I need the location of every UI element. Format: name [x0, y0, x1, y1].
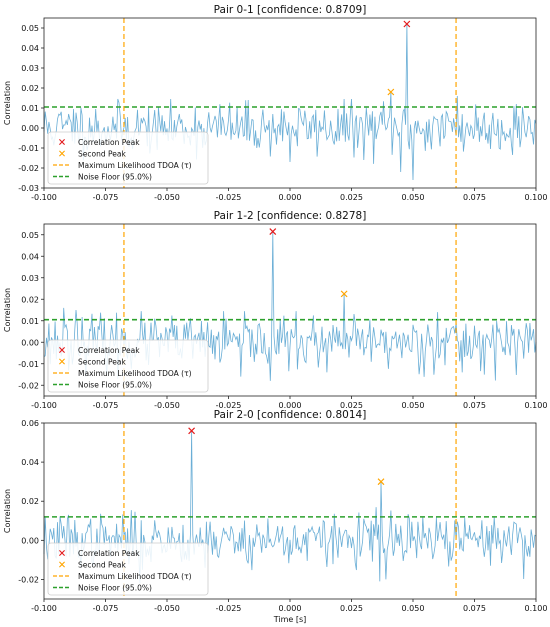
x-tick-label: -0.050	[154, 604, 180, 613]
legend-label: Noise Floor (95.0%)	[78, 381, 152, 390]
subplot-0: -0.100 -0.075 -0.050 -0.025 0.000 0.025 0.050 0…	[3, 4, 547, 202]
x-tick-label: 0.000	[279, 193, 302, 202]
legend-box	[47, 339, 209, 393]
legend-correlation-peak-marker	[59, 139, 65, 145]
x-tick-label: -0.100	[31, 193, 57, 202]
y-tick-label: 0.02	[21, 497, 39, 506]
y-tick-label: -0.01	[18, 360, 39, 369]
legend-label: Second Peak	[78, 150, 126, 159]
y-tick-label: -0.01	[18, 144, 39, 153]
legend: Correlation Peak Second Peak Maximum Likel…	[47, 339, 209, 393]
y-tick-label: 0.00	[21, 124, 39, 133]
legend-label: Noise Floor (95.0%)	[78, 173, 152, 182]
second-peak-marker	[377, 478, 385, 486]
chart-title: Pair 2-0 [confidence: 0.8014]	[214, 409, 367, 421]
second-peak-marker	[387, 88, 395, 96]
x-tick-label: 0.100	[525, 604, 548, 613]
legend-box	[47, 542, 209, 596]
x-tick-label: 0.075	[463, 193, 486, 202]
x-tick-label: -0.025	[216, 193, 242, 202]
legend-label: Correlation Peak	[78, 138, 140, 147]
legend-label: Maximum Likelihood TDOA (τ)	[78, 572, 192, 581]
legend-label: Second Peak	[78, 561, 126, 570]
x-tick-label: 0.000	[279, 401, 302, 410]
y-tick-label: -0.02	[18, 164, 39, 173]
chart-title: Pair 1-2 [confidence: 0.8278]	[214, 210, 367, 222]
y-tick-label: 0.06	[21, 419, 39, 428]
y-axis-label: Correlation	[3, 288, 12, 332]
second-peak-marker	[340, 290, 348, 298]
x-tick-label: -0.100	[31, 604, 57, 613]
legend-box	[47, 131, 209, 185]
y-tick-label: 0.05	[21, 24, 39, 33]
y-tick-label: 0.03	[21, 64, 39, 73]
correlation-peak-marker	[269, 228, 277, 235]
x-tick-label: -0.075	[93, 193, 119, 202]
x-tick-label: -0.075	[93, 604, 119, 613]
correlation-peak-marker	[188, 427, 196, 435]
x-tick-label: -0.100	[31, 401, 57, 410]
x-tick-label: 0.025	[340, 604, 363, 613]
x-tick-label: 0.100	[525, 401, 548, 410]
x-tick-label: 0.050	[402, 401, 425, 410]
y-tick-label: -0.02	[18, 381, 39, 390]
correlation-peak-marker	[403, 20, 411, 28]
y-tick-label: -0.02	[18, 575, 39, 584]
x-tick-label: -0.075	[93, 401, 119, 410]
x-tick-label: 0.050	[402, 193, 425, 202]
y-tick-label: 0.04	[21, 252, 39, 261]
y-tick-label: 0.01	[21, 317, 39, 326]
y-tick-label: 0.01	[21, 104, 39, 113]
y-tick-label: 0.03	[21, 274, 39, 283]
legend-correlation-peak-marker	[59, 550, 65, 556]
y-tick-label: 0.02	[21, 295, 39, 304]
x-tick-label: -0.050	[154, 401, 180, 410]
y-tick-label: 0.00	[21, 536, 39, 545]
legend-label: Noise Floor (95.0%)	[78, 584, 152, 593]
x-axis-label: Time [s]	[273, 615, 307, 624]
x-tick-label: 0.075	[463, 401, 486, 410]
subplot-2: -0.100 -0.075 -0.050 -0.025 0.000 0.025 0.050 0…	[3, 409, 547, 624]
legend-second-peak-marker	[59, 150, 65, 157]
legend: Correlation Peak Second Peak Maximum Likel…	[47, 542, 209, 596]
legend: Correlation Peak Second Peak Maximum Likel…	[47, 131, 209, 185]
y-tick-label: -0.03	[18, 184, 39, 193]
y-axis-label: Correlation	[3, 489, 12, 533]
legend-second-peak-marker	[59, 561, 65, 568]
x-tick-label: 0.025	[340, 401, 363, 410]
x-tick-label: 0.025	[340, 193, 363, 202]
x-tick-label: 0.050	[402, 604, 425, 613]
y-tick-label: 0.00	[21, 338, 39, 347]
legend-correlation-peak-marker	[59, 347, 65, 353]
subplot-1: -0.100 -0.075 -0.050 -0.025 0.000 0.025 0.050 0…	[3, 210, 547, 410]
legend-label: Maximum Likelihood TDOA (τ)	[78, 369, 192, 378]
x-tick-label: 0.000	[279, 604, 302, 613]
x-tick-label: -0.025	[216, 604, 242, 613]
y-tick-label: 0.05	[21, 231, 39, 240]
y-tick-label: 0.04	[21, 458, 39, 467]
legend-label: Correlation Peak	[78, 549, 140, 558]
chart-title: Pair 0-1 [confidence: 0.8709]	[214, 4, 367, 16]
x-tick-label: -0.025	[216, 401, 242, 410]
x-tick-label: 0.100	[525, 193, 548, 202]
legend-label: Second Peak	[78, 358, 126, 367]
legend-label: Maximum Likelihood TDOA (τ)	[78, 161, 192, 170]
x-tick-label: 0.075	[463, 604, 486, 613]
y-axis-label: Correlation	[3, 81, 12, 125]
y-tick-label: 0.04	[21, 44, 39, 53]
legend-second-peak-marker	[59, 358, 65, 365]
legend-label: Correlation Peak	[78, 346, 140, 355]
x-tick-label: -0.050	[154, 193, 180, 202]
y-tick-label: 0.02	[21, 84, 39, 93]
